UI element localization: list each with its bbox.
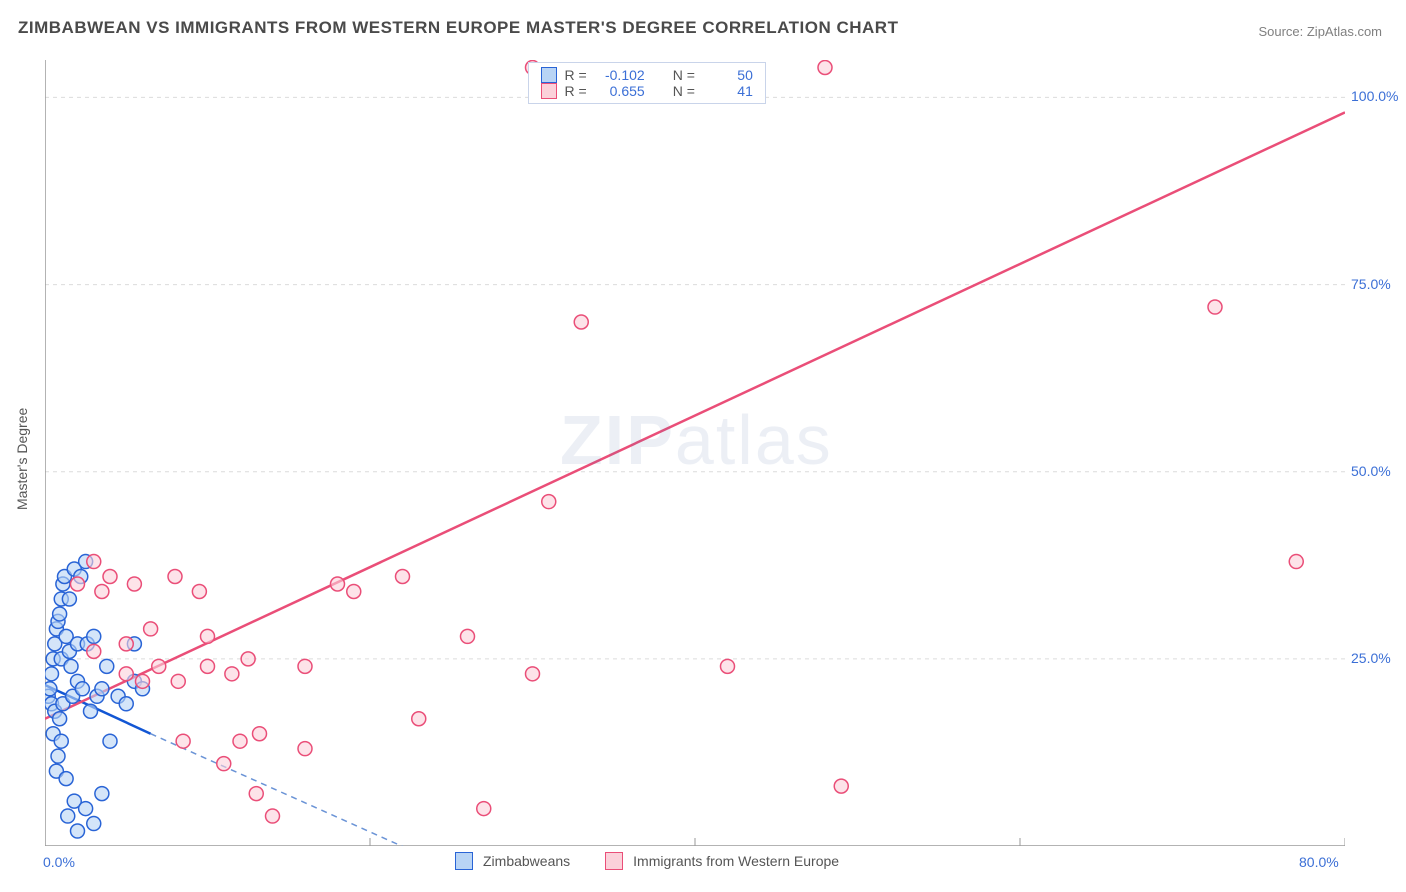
n-value: 50 [703,67,753,83]
r-label: R = [565,83,587,99]
y-tick-label: 100.0% [1351,88,1398,104]
legend-swatch [541,67,557,83]
y-axis-label: Master's Degree [14,408,30,510]
legend-swatch [541,83,557,99]
n-value: 41 [703,83,753,99]
legend-swatch [605,852,623,870]
n-label: N = [673,83,695,99]
legend-label: Immigrants from Western Europe [633,853,839,869]
r-label: R = [565,67,587,83]
series-legend: Zimbabweans Immigrants from Western Europ… [455,852,839,870]
legend-label: Zimbabweans [483,853,570,869]
r-value: 0.655 [595,83,645,99]
x-tick-label: 0.0% [43,854,75,870]
scatter-chart [45,60,1345,846]
x-tick-label: 80.0% [1299,854,1339,870]
legend-item: Immigrants from Western Europe [605,852,839,870]
y-tick-label: 75.0% [1351,276,1391,292]
legend-item: Zimbabweans [455,852,570,870]
y-tick-label: 25.0% [1351,650,1391,666]
legend-row: R = -0.102 N = 50 [541,67,753,83]
n-label: N = [673,67,695,83]
r-value: -0.102 [595,67,645,83]
chart-title: ZIMBABWEAN VS IMMIGRANTS FROM WESTERN EU… [18,18,898,38]
chart-root: { "title": "ZIMBABWEAN VS IMMIGRANTS FRO… [0,0,1406,892]
legend-swatch [455,852,473,870]
correlation-legend: R = -0.102 N = 50 R = 0.655 N = 41 [528,62,766,104]
y-tick-label: 50.0% [1351,463,1391,479]
legend-row: R = 0.655 N = 41 [541,83,753,99]
source-attribution: Source: ZipAtlas.com [1258,24,1382,39]
